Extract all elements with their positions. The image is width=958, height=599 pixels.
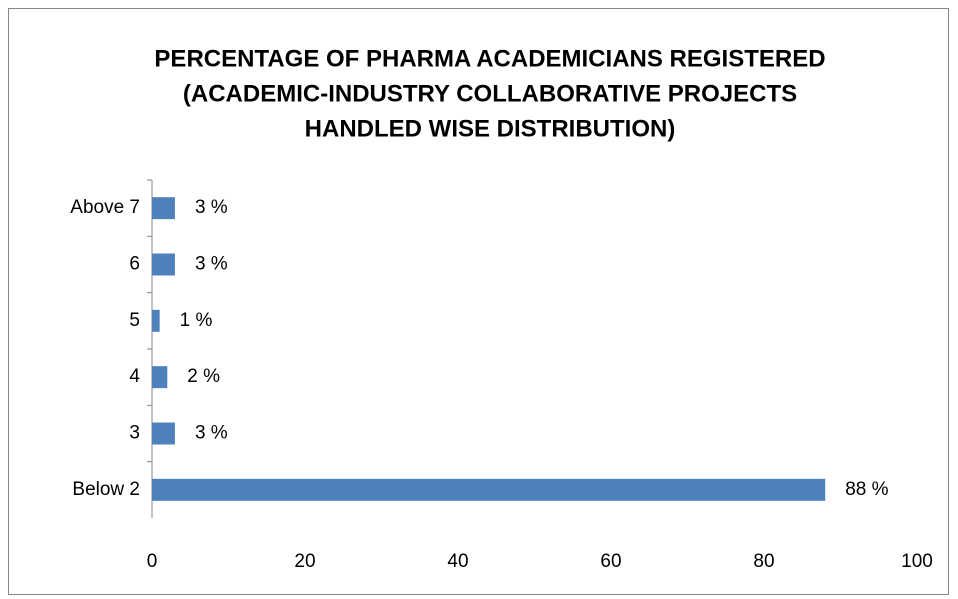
x-tick-label: 60	[600, 551, 621, 572]
x-tick-label: 40	[447, 551, 468, 572]
bar	[152, 253, 175, 276]
y-tick-label: 6	[129, 254, 140, 275]
chart-title: PERCENTAGE OF PHARMA ACADEMICIANS REGIST…	[154, 45, 825, 72]
chart-title: HANDLED WISE DISTRIBUTION)	[305, 115, 676, 142]
chart-title: (ACADEMIC-INDUSTRY COLLABORATIVE PROJECT…	[183, 80, 797, 107]
x-tick-label: 80	[753, 551, 774, 572]
value-label: 3 %	[195, 197, 228, 218]
bar	[152, 366, 168, 389]
value-label: 2 %	[187, 366, 220, 387]
value-label: 3 %	[195, 254, 228, 275]
x-tick-label: 0	[147, 551, 158, 572]
bar	[152, 478, 826, 501]
value-label: 1 %	[180, 310, 213, 331]
y-tick-label: Above 7	[70, 197, 140, 218]
value-label: 88 %	[845, 479, 888, 500]
x-tick-label: 100	[901, 551, 933, 572]
value-label: 3 %	[195, 423, 228, 444]
y-tick-label: 5	[129, 310, 140, 331]
bar	[152, 197, 175, 220]
x-tick-label: 20	[294, 551, 315, 572]
y-tick-label: 3	[129, 423, 140, 444]
y-tick-label: 4	[129, 366, 140, 387]
bar	[152, 309, 160, 332]
y-tick-label: Below 2	[72, 479, 140, 500]
bar	[152, 422, 175, 445]
